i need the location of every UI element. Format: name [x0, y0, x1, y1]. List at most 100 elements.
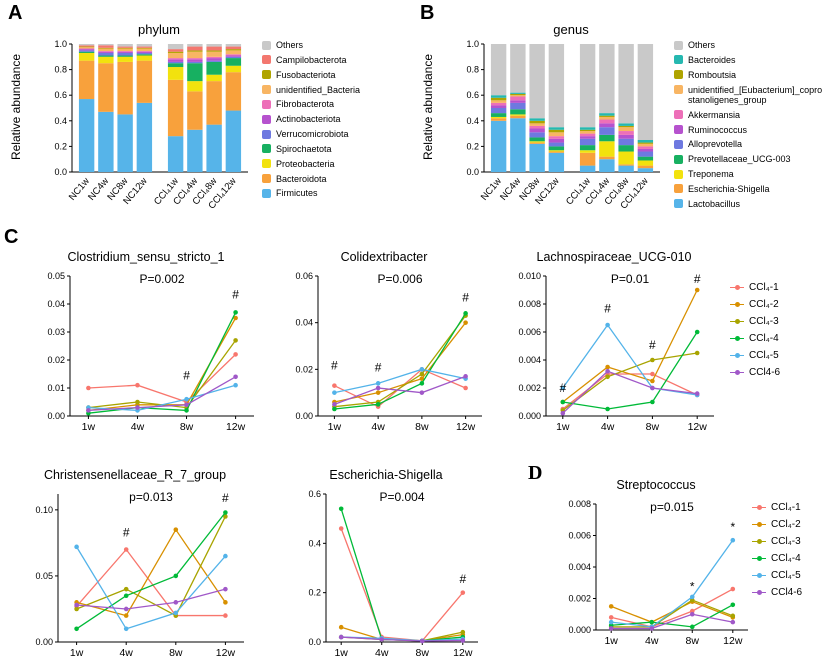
data-point: [730, 619, 736, 625]
bar-segment: [579, 129, 596, 132]
legend-label: CCl₄-1: [749, 282, 779, 293]
lachnospiraceae-pvalue: P=0.01: [610, 272, 650, 286]
y-tick-label: 0.03: [47, 327, 65, 337]
legend-item: CCl4-6: [752, 587, 802, 598]
bar-segment: [206, 60, 222, 62]
data-point: [375, 381, 381, 386]
bar-segment: [490, 100, 507, 103]
bar-segment: [225, 72, 242, 111]
bar-segment: [225, 65, 242, 73]
data-point: [86, 385, 91, 391]
series-line: [76, 548, 226, 617]
significance-marker: #: [649, 338, 656, 352]
bar-segment: [510, 93, 526, 96]
bar-segment: [599, 159, 615, 172]
y-tick-label: 0.8: [466, 65, 479, 75]
legend-line-swatch: [752, 556, 766, 562]
significance-marker: #: [462, 291, 469, 305]
y-tick-label: 0.010: [518, 271, 541, 281]
phylum-title: phylum: [138, 22, 180, 37]
legend-item: CCl₄-2: [752, 519, 802, 530]
bar-segment: [78, 44, 95, 46]
data-point: [338, 624, 344, 630]
panel-c-label: C: [4, 226, 19, 248]
data-point: [74, 626, 79, 632]
significance-marker: #: [183, 369, 190, 383]
data-point: [689, 594, 695, 600]
bar-segment: [117, 61, 133, 115]
bar-segment: [206, 44, 222, 47]
christensenellaceae-plot: 0.00 0.05 0.10 1w 4w 8w 12w # #: [18, 486, 252, 662]
bar-segment: [225, 56, 242, 59]
clostridium-pvalue: P=0.002: [139, 272, 185, 286]
bar-segment: [117, 48, 133, 52]
x-tick-label: 8w: [180, 421, 194, 433]
data-point: [460, 629, 466, 635]
data-point: [650, 385, 655, 391]
series-line: [334, 312, 467, 410]
bar-segment: [167, 51, 184, 53]
series-line: [340, 528, 464, 642]
bar-segment: [618, 127, 634, 132]
legend-line-swatch: [730, 353, 744, 359]
bar-segment: [136, 52, 153, 55]
data-point: [332, 406, 337, 412]
series-line: [334, 375, 466, 405]
data-point: [233, 382, 238, 388]
bar-segment: [136, 55, 153, 61]
bar-segment: [187, 51, 203, 59]
y-tick-label: 0.8: [54, 65, 67, 75]
y-tick-label: 1.0: [466, 39, 479, 49]
bar-segment: [510, 102, 526, 110]
y-tick-label: 0.06: [295, 271, 313, 281]
legend-label: Ruminococcus: [688, 124, 748, 135]
x-tick-label: 12w: [453, 647, 473, 659]
bar-segment: [637, 156, 654, 161]
bar-segment: [599, 115, 615, 117]
legend-item: CCl₄-3: [752, 536, 802, 547]
legend-line-swatch: [730, 336, 744, 342]
data-point: [375, 390, 381, 395]
x-tick-label: 4w: [601, 421, 615, 433]
bar-segment: [529, 142, 545, 144]
bar-segment: [98, 55, 114, 57]
bar-segment: [206, 124, 222, 172]
series-line: [562, 331, 698, 410]
bar-segment: [548, 132, 565, 137]
bar-segment: [117, 55, 133, 57]
legend-line-swatch: [730, 370, 744, 376]
bar-segment: [618, 165, 634, 172]
bar-segment: [529, 141, 545, 143]
legend-label: CCl4-6: [749, 367, 781, 378]
legend-item: CCl₄-1: [752, 502, 802, 513]
legend-item: Bacteroidota: [262, 174, 410, 184]
y-tick-label: 0.6: [54, 90, 67, 100]
data-point: [123, 547, 129, 552]
data-point: [233, 374, 238, 380]
legend-item: Firmicutes: [262, 188, 410, 198]
bar-segment: [510, 118, 526, 172]
bar-segment: [599, 113, 615, 116]
bar-segment: [548, 142, 565, 147]
series-line: [88, 353, 237, 403]
bar-segment: [637, 146, 654, 149]
bar-segment: [510, 100, 526, 103]
bar-segment: [98, 56, 114, 64]
y-tick-label: 0.008: [568, 499, 591, 509]
genus-title: genus: [553, 22, 589, 37]
significance-marker: #: [222, 491, 229, 505]
bar-segment: [136, 60, 153, 103]
bar-segment: [618, 145, 634, 152]
data-point: [605, 406, 610, 412]
bar-segment: [136, 51, 153, 52]
legend-label: Verrucomicrobiota: [276, 129, 349, 140]
x-tick-label: 4w: [131, 421, 145, 433]
y-tick-label: 0.02: [295, 364, 313, 374]
legend-label: Fibrobacterota: [276, 99, 335, 110]
legend-label: unidentified_Bacteria: [276, 84, 361, 95]
data-point: [123, 606, 129, 612]
bar-segment: [579, 131, 596, 134]
series-line: [334, 322, 467, 403]
bar-segment: [599, 123, 615, 128]
bar-segment: [618, 151, 634, 165]
